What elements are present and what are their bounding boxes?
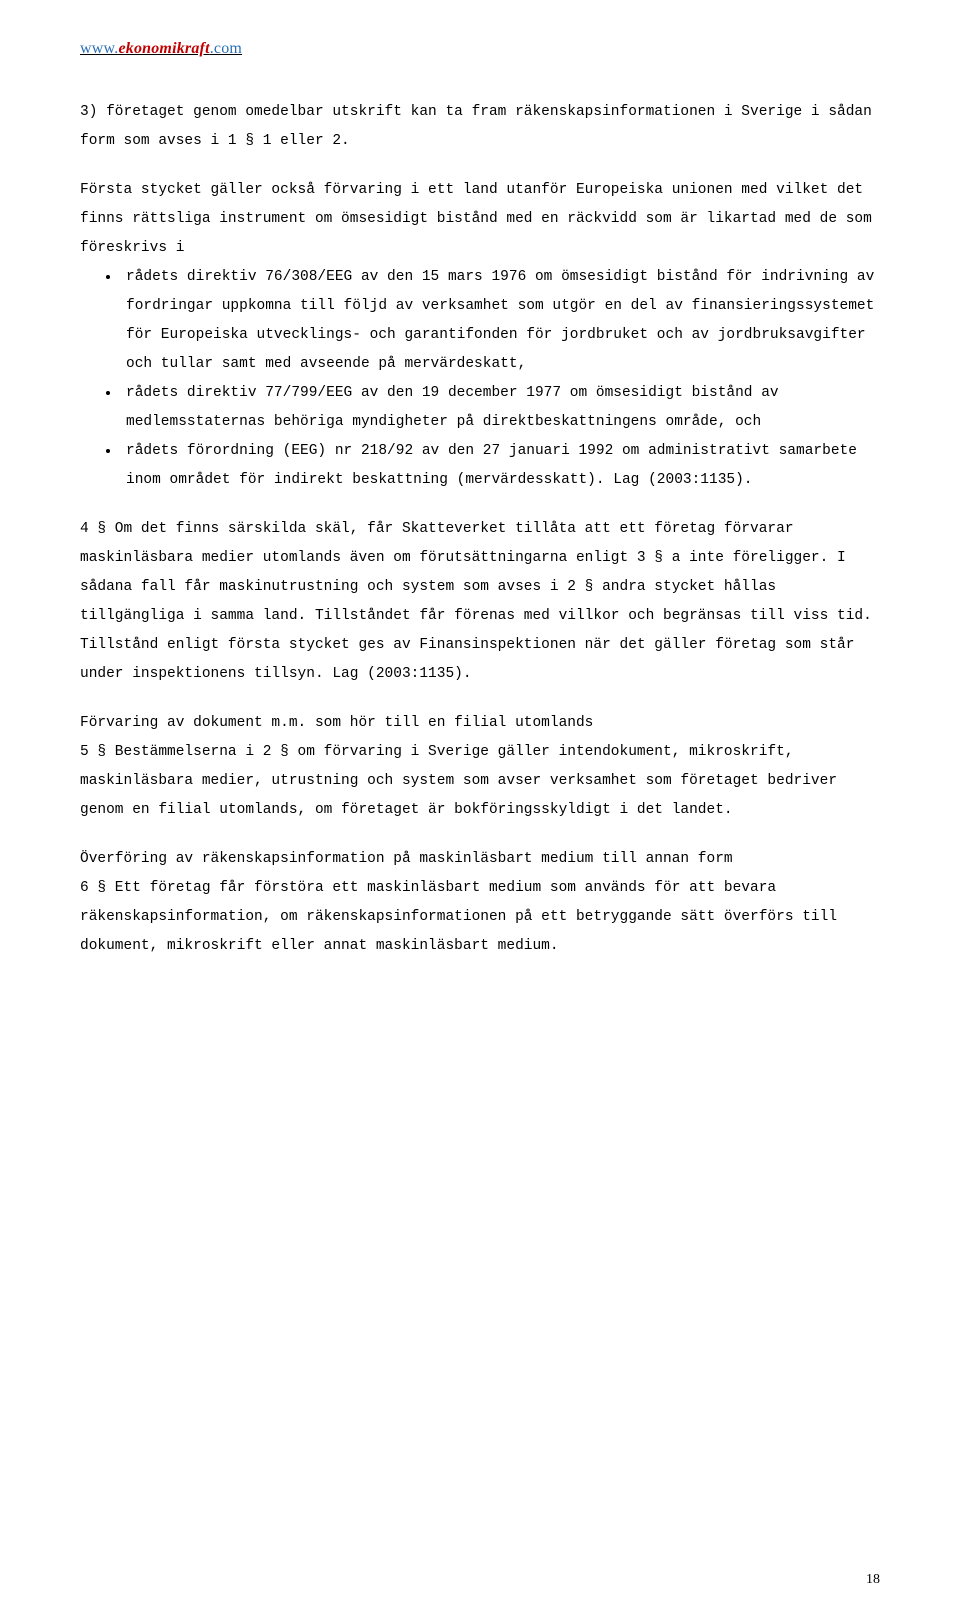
paragraph-4: 5 § Bestämmelserna i 2 § om förvaring i … [80, 738, 880, 825]
document-page: www.ekonomikraft.com 3) företaget genom … [0, 0, 960, 1616]
url-com: .com [210, 40, 242, 57]
subheading-a: Förvaring av dokument m.m. som hör till … [80, 709, 880, 738]
list-item: rådets förordning (EEG) nr 218/92 av den… [120, 437, 880, 495]
paragraph-2-lead: Första stycket gäller också förvaring i … [80, 176, 880, 263]
list-item: rådets direktiv 77/799/EEG av den 19 dec… [120, 379, 880, 437]
paragraph-5: 6 § Ett företag får förstöra ett maskinl… [80, 874, 880, 961]
subheading-b: Överföring av räkenskapsinformation på m… [80, 845, 880, 874]
page-number: 18 [866, 1572, 880, 1588]
paragraph-3: 4 § Om det finns särskilda skäl, får Ska… [80, 515, 880, 689]
directive-list: rådets direktiv 76/308/EEG av den 15 mar… [80, 263, 880, 495]
list-item: rådets direktiv 76/308/EEG av den 15 mar… [120, 263, 880, 379]
url-brand: ekonomikraft [118, 40, 209, 57]
site-url[interactable]: www.ekonomikraft.com [80, 40, 880, 58]
url-www: www. [80, 40, 118, 57]
paragraph-1: 3) företaget genom omedelbar utskrift ka… [80, 98, 880, 156]
